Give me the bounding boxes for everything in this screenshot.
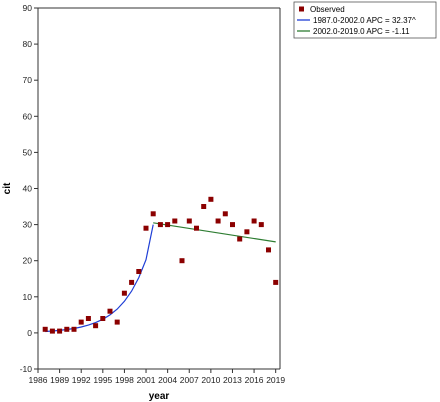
observed-point [136, 269, 142, 274]
observed-point [230, 222, 235, 228]
y-axis-ticks: -10 0 10 20 30 40 50 60 70 80 90 [20, 3, 38, 374]
x-tick-label: 1992 [72, 375, 91, 385]
observed-point [150, 211, 156, 217]
trend-lines [45, 222, 276, 333]
y-tick-label: 80 [23, 39, 33, 49]
observed-point [157, 222, 163, 228]
legend: Observed 1987.0-2002.0 APC = 32.37^ 2002… [293, 1, 437, 39]
y-axis-title: cit [2, 182, 13, 194]
observed-point [129, 279, 135, 285]
trend-line-segment-2 [153, 222, 276, 243]
legend-observed-label: Observed [310, 5, 345, 14]
x-tick-label: 2016 [245, 375, 264, 385]
observed-point [186, 218, 192, 224]
observed-point [172, 218, 178, 224]
y-tick-label: 70 [23, 75, 33, 85]
x-tick-label: 2007 [180, 375, 199, 385]
observed-point [143, 225, 149, 231]
observed-point [201, 204, 207, 209]
legend-observed-marker [299, 6, 304, 12]
observed-point [258, 222, 264, 228]
legend-box [293, 1, 437, 39]
x-tick-label: 1986 [29, 375, 48, 385]
x-tick-label: 2004 [158, 375, 177, 385]
observed-point [215, 218, 221, 224]
observed-point [85, 316, 91, 321]
observed-point [244, 229, 250, 235]
observed-point [179, 258, 185, 264]
observed-point [107, 308, 113, 314]
y-tick-label: -10 [20, 364, 33, 374]
observed-point [100, 316, 106, 321]
y-tick-label: 10 [23, 292, 33, 302]
observed-point [165, 222, 171, 228]
observed-point [64, 326, 70, 332]
y-tick-label: 90 [23, 3, 33, 13]
x-tick-label: 2019 [266, 375, 285, 385]
x-tick-label: 2001 [137, 375, 156, 385]
x-tick-label: 2010 [201, 375, 220, 385]
observed-point [237, 236, 243, 242]
trend-line-segment-1 [45, 224, 154, 333]
x-tick-label: 2013 [223, 375, 242, 385]
observed-point [57, 328, 63, 334]
y-tick-label: 20 [23, 256, 33, 266]
observed-point [42, 326, 48, 332]
x-tick-label: 1998 [115, 375, 134, 385]
observed-point [266, 247, 271, 253]
observed-point [78, 319, 84, 325]
x-tick-label: 1989 [50, 375, 69, 385]
y-tick-label: 0 [27, 328, 32, 338]
observed-point [251, 218, 257, 224]
observed-point [93, 323, 99, 329]
y-tick-label: 30 [23, 220, 33, 230]
y-tick-label: 40 [23, 184, 33, 194]
x-tick-label: 1995 [93, 375, 112, 385]
observed-points [42, 196, 279, 334]
legend-segment2-label: 2002.0-2019.0 APC = -1.11 [313, 27, 410, 36]
observed-point [71, 326, 77, 332]
observed-point [121, 290, 127, 296]
plot-frame [37, 7, 281, 370]
observed-point [273, 279, 279, 285]
y-tick-label: 50 [23, 147, 33, 157]
y-tick-label: 60 [23, 111, 33, 121]
observed-point [194, 225, 199, 231]
observed-point [114, 319, 120, 325]
x-axis-ticks: 1986 1989 1992 1995 1998 2001 2004 2007 2010 2013… [29, 369, 285, 385]
observed-point [49, 328, 55, 334]
observed-point [222, 211, 228, 217]
x-axis-title: year [149, 391, 170, 402]
legend-segment1-label: 1987.0-2002.0 APC = 32.37^ [313, 16, 416, 25]
observed-point [208, 196, 214, 202]
